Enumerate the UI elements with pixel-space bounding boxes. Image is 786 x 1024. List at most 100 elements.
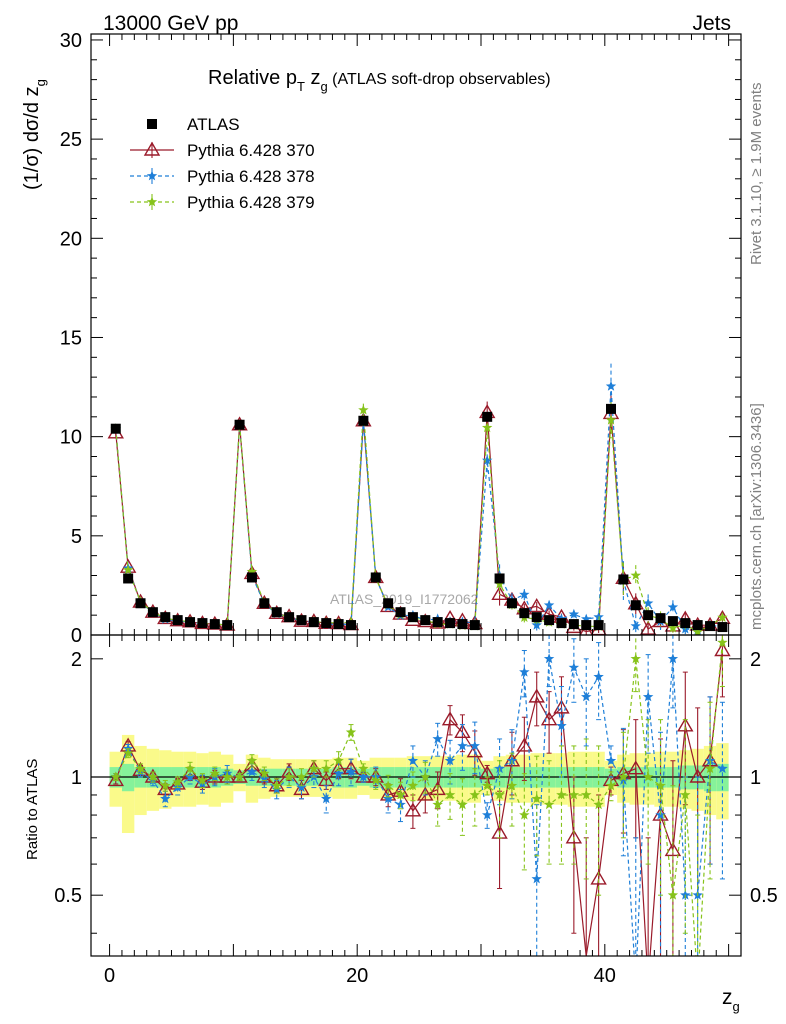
series-2-point-ratio: [482, 809, 493, 820]
series-1-point-ratio: [256, 768, 273, 783]
data-point: [556, 618, 567, 629]
legend: ATLAS Pythia 6.428 370 Pythia 6.428 378 Pyt…: [130, 115, 315, 212]
series-3-point-ratio: [642, 771, 654, 782]
series-3-point-top: [692, 626, 703, 635]
series-2-point-ratio: [605, 755, 617, 766]
data-point: [531, 612, 542, 623]
x-tick-label: 40: [594, 965, 616, 987]
series-1-point-ratio: [714, 642, 731, 657]
series-3-point-ratio: [271, 780, 282, 791]
y-tick-label-top: 10: [60, 427, 82, 449]
series-3-point-ratio: [370, 775, 381, 785]
series-3-point-ratio: [457, 799, 468, 810]
series-1-point-ratio: [664, 842, 682, 857]
series-3-point-ratio: [494, 789, 505, 800]
series-2-point-ratio: [543, 653, 555, 664]
series-2-point-ratio: [321, 793, 332, 804]
series-2-point-ratio: [160, 793, 171, 804]
series-3-point-top: [482, 422, 493, 433]
series-2-point-top: [568, 608, 580, 619]
data-point: [705, 621, 716, 632]
data-point: [643, 610, 654, 621]
jets-label: Jets: [692, 12, 731, 35]
data-point: [593, 620, 604, 631]
series-3-point-ratio: [259, 768, 270, 779]
series-2-ratio: [110, 635, 728, 956]
data-point: [234, 419, 245, 430]
y-tick-label-bottom-right: 0.5: [750, 885, 778, 907]
series-2-point-ratio: [618, 775, 629, 785]
data-point: [606, 403, 616, 414]
data-point: [420, 615, 431, 626]
series-3-point-ratio: [209, 768, 220, 779]
y-tick-label-bottom-right: 2: [750, 649, 761, 671]
mcplots-label: mcplots.cern.ch [arXiv:1306.3436]: [748, 403, 765, 630]
series-3-point-ratio: [358, 763, 369, 774]
series-3-point-ratio: [543, 799, 555, 810]
data-point: [185, 617, 196, 628]
series-3-point-ratio: [147, 771, 159, 782]
series-3-point-ratio: [296, 771, 307, 782]
x-axis-label: zg: [722, 986, 740, 1014]
data-point: [358, 415, 369, 426]
y-tick-label-bottom: 2: [71, 649, 82, 671]
y-tick-label-top: 5: [71, 526, 82, 548]
data-point: [445, 618, 456, 629]
legend-label: ATLAS: [187, 115, 240, 134]
y-tick-label-top: 30: [60, 30, 82, 52]
series-3-point-ratio: [420, 771, 431, 782]
series-2-point-ratio: [667, 653, 679, 664]
x-tick-label: 20: [346, 965, 368, 987]
series-2-point-ratio: [333, 768, 344, 779]
bottom-frame: [90, 634, 742, 957]
legend-label: Pythia 6.428 378: [187, 167, 315, 186]
series-3-point-top: [717, 612, 728, 622]
data-point: [147, 607, 158, 618]
series-3-point-ratio: [444, 789, 456, 800]
series-3-point-top: [494, 578, 505, 589]
y-tick-label-top: 20: [60, 228, 82, 250]
series-2-line-ratio: [115, 658, 723, 956]
series-1-point-top: [639, 620, 657, 635]
series-3-point-ratio: [395, 789, 406, 800]
series-3-point-ratio: [655, 780, 666, 791]
series-2-point-ratio: [581, 691, 592, 702]
series-2-point-ratio: [556, 720, 567, 731]
series-3-point-ratio: [717, 637, 728, 647]
data-point: [519, 608, 530, 619]
series-2-point-ratio: [457, 740, 468, 751]
series-3-point-ratio: [506, 780, 518, 791]
series-2-point-ratio: [568, 662, 580, 672]
y-tick-label-top: 25: [60, 129, 82, 151]
series-3-point-top: [122, 564, 134, 575]
data-point: [246, 572, 257, 583]
series-1-point-ratio: [454, 723, 471, 738]
chart-title: Relative pT zg (ATLAS soft-drop observab…: [208, 67, 551, 94]
series-3-point-ratio: [172, 776, 183, 787]
series-2-point-ratio: [642, 691, 654, 702]
series-1-point-ratio: [565, 829, 583, 844]
data-point: [494, 573, 505, 584]
main-panel: 0 5 10 15 20 25 30: [60, 30, 742, 647]
series-2-point-ratio: [246, 766, 258, 777]
series-1-point-ratio: [441, 711, 459, 726]
series-1-point-top: [491, 585, 508, 600]
y-tick-label-bottom: 1: [71, 767, 82, 789]
x-tick-label: 0: [104, 965, 115, 987]
series-1-point-ratio: [466, 743, 484, 758]
series-3-point-ratio: [283, 771, 295, 782]
series-2-line-top: [115, 386, 723, 631]
data-point: [469, 620, 480, 631]
series-3-point-ratio: [568, 789, 580, 800]
series-2-point-ratio: [407, 755, 419, 766]
series-2-point-top: [581, 613, 592, 624]
series-3-point-ratio: [469, 789, 480, 800]
series-1-point-top: [528, 598, 545, 613]
y-tick-label-bottom: 0.5: [54, 885, 82, 907]
series-3-point-ratio: [110, 771, 121, 782]
data-point: [407, 612, 418, 623]
y-tick-label-top: 15: [60, 327, 82, 349]
series-3-point-ratio: [122, 747, 134, 758]
series-2-point-ratio: [717, 763, 728, 774]
data-point: [197, 618, 208, 629]
